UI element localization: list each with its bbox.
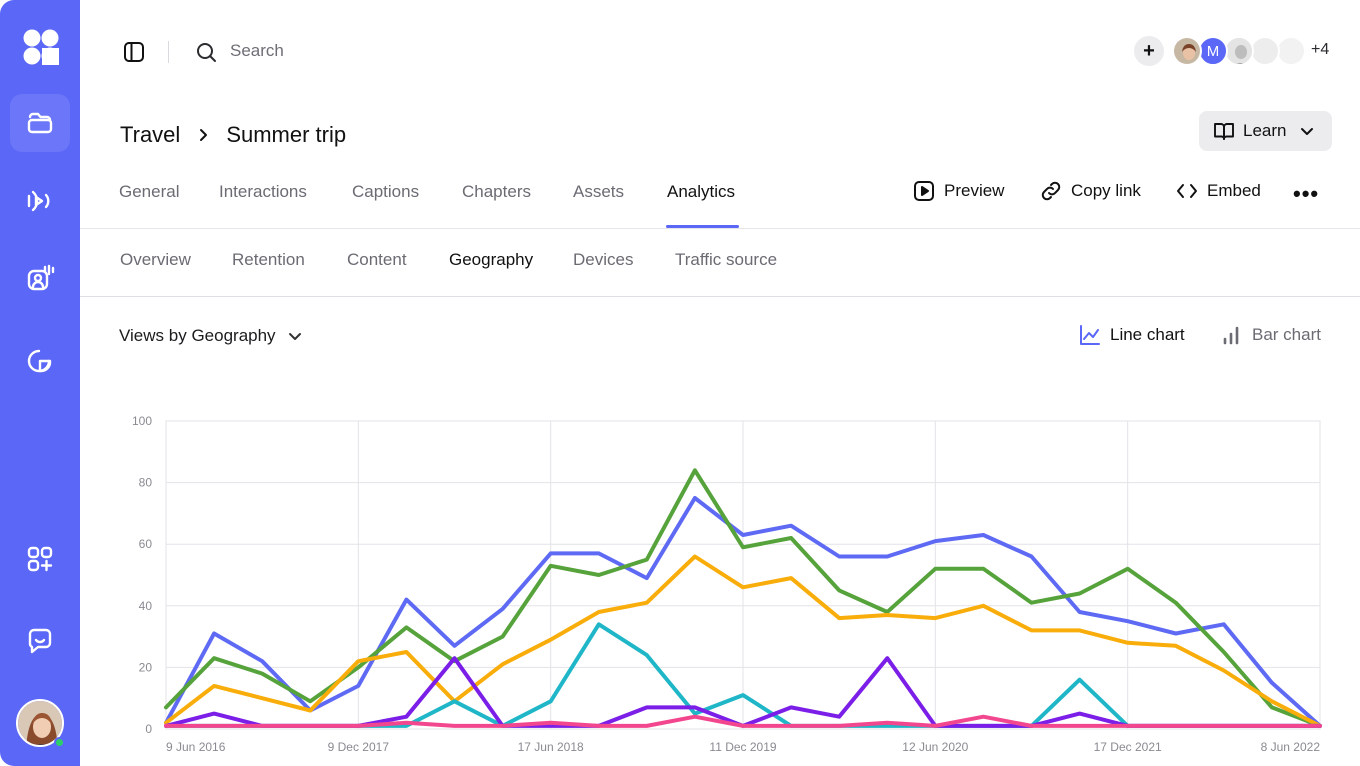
sidebar-item-projects[interactable] (10, 94, 70, 152)
y-tick-label: 40 (139, 599, 153, 613)
preview-button[interactable]: Preview (913, 180, 1004, 202)
link-icon (1041, 181, 1061, 201)
search-icon (197, 43, 216, 62)
x-tick-label: 11 Dec 2019 (709, 740, 776, 754)
add-collaborator-button[interactable]: + (1134, 36, 1164, 66)
code-icon (1177, 184, 1197, 198)
collaborator-portrait-icon (1226, 38, 1252, 64)
apps-icon (27, 546, 53, 572)
tabs-divider (80, 228, 1360, 229)
series-line (164, 496, 1322, 728)
collaborator-avatar[interactable]: M (1198, 36, 1228, 66)
y-tick-label: 60 (139, 537, 153, 551)
search-input[interactable] (230, 38, 450, 64)
tab-interactions[interactable]: Interactions (219, 182, 307, 201)
folder-icon (27, 112, 53, 134)
collaborator-avatar[interactable] (1224, 36, 1254, 66)
metric-select-value: Views by Geography (119, 326, 276, 345)
play-icon (914, 181, 934, 201)
breadcrumb: Travel Summer trip (120, 122, 346, 148)
copy-link-button[interactable]: Copy link (1040, 180, 1141, 202)
chart-icon (27, 349, 52, 373)
x-tick-label: 8 Jun 2022 (1261, 740, 1321, 754)
tab-chapters[interactable]: Chapters (462, 182, 531, 201)
line-chart-label: Line chart (1110, 325, 1185, 344)
chevron-down-icon (288, 333, 301, 340)
views-line-chart: 0 20 40 60 80 100 9 Jun 2016 9 Dec 2017 17 Jun 2… (132, 414, 1322, 754)
collaborator-avatar[interactable] (1172, 36, 1202, 66)
x-tick-label: 17 Dec 2021 (1094, 740, 1162, 754)
contact-icon (27, 264, 55, 291)
embed-button[interactable]: Embed (1176, 180, 1261, 202)
collaborator-avatar[interactable] (1250, 36, 1280, 66)
bar-chart-label: Bar chart (1252, 325, 1321, 344)
tab-analytics[interactable]: Analytics (667, 182, 736, 201)
collaborator-portrait-icon (1174, 38, 1200, 64)
series-line (164, 714, 1322, 728)
active-tab-indicator (666, 225, 739, 228)
sidebar-item-live[interactable] (10, 172, 70, 230)
tab-assets[interactable]: Assets (573, 182, 625, 201)
x-tick-label: 9 Jun 2016 (166, 740, 226, 754)
x-tick-label: 12 Jun 2020 (902, 740, 968, 754)
book-icon (1214, 123, 1234, 140)
subtab-devices[interactable]: Devices (573, 250, 634, 269)
collaborator-count[interactable]: +4 (1311, 41, 1330, 58)
tab-general[interactable]: General (119, 182, 180, 201)
series-line (164, 554, 1322, 728)
bar-chart-icon (1223, 326, 1239, 345)
more-options-button[interactable]: ••• (1293, 181, 1320, 206)
y-tick-label: 0 (145, 722, 152, 736)
app-logo-icon[interactable] (22, 28, 60, 66)
collaborator-avatar[interactable] (1276, 36, 1306, 66)
line-chart-toggle[interactable]: Line chart (1079, 324, 1185, 346)
x-tick-label: 17 Jun 2018 (518, 740, 584, 754)
topbar-divider (168, 41, 169, 63)
learn-label: Learn (1243, 121, 1287, 140)
subtab-traffic-source[interactable]: Traffic source (675, 250, 778, 269)
sidebar (0, 0, 80, 766)
copy-link-label: Copy link (1071, 181, 1141, 200)
tab-captions[interactable]: Captions (352, 182, 420, 201)
subtab-retention[interactable]: Retention (232, 250, 305, 269)
metric-select[interactable]: Views by Geography (119, 326, 302, 346)
sidebar-item-analytics[interactable] (10, 331, 70, 389)
bar-chart-toggle[interactable]: Bar chart (1221, 324, 1321, 346)
subtabs-divider (80, 296, 1360, 297)
chat-icon (28, 628, 52, 654)
chevron-down-icon (1301, 128, 1314, 135)
subtab-content[interactable]: Content (347, 250, 407, 269)
online-status-dot (54, 737, 65, 748)
sidebar-toggle-icon[interactable] (122, 40, 146, 64)
sidebar-item-apps[interactable] (10, 530, 70, 588)
chevron-right-icon (200, 129, 208, 141)
sidebar-item-messages[interactable] (10, 611, 70, 669)
x-tick-label: 9 Dec 2017 (328, 740, 390, 754)
line-chart-icon (1080, 325, 1100, 345)
subtab-geography[interactable]: Geography (449, 250, 534, 269)
y-tick-label: 20 (139, 660, 153, 674)
page-title: Summer trip (226, 122, 347, 147)
breadcrumb-parent[interactable]: Travel (120, 122, 181, 147)
sidebar-item-contacts[interactable] (10, 249, 70, 307)
y-tick-label: 80 (139, 476, 153, 490)
series-line (164, 468, 1322, 728)
embed-label: Embed (1207, 181, 1261, 200)
subtab-overview[interactable]: Overview (120, 250, 191, 269)
broadcast-icon (27, 190, 50, 212)
preview-label: Preview (944, 181, 1005, 200)
y-tick-label: 100 (132, 414, 152, 428)
learn-button[interactable]: Learn (1199, 111, 1332, 151)
